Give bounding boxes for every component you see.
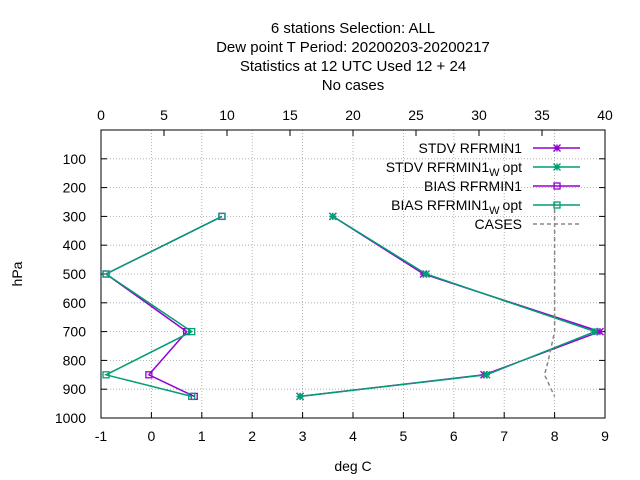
legend-swatch-marker	[553, 182, 561, 190]
legend-item: STDV RFRMIN1W opt	[386, 159, 580, 179]
y-tick-label: 200	[63, 180, 87, 196]
legend-suffix: opt	[503, 159, 523, 175]
data-point	[145, 371, 153, 379]
title-line-3: Statistics at 12 UTC Used 12 + 24	[240, 58, 466, 75]
x-tick-label: 2	[248, 428, 256, 444]
legend-subscript: W	[489, 167, 500, 179]
legend-label: STDV RFRMIN1W opt	[386, 159, 522, 179]
x-tick-label: 3	[299, 428, 307, 444]
legend-label: CASES	[475, 216, 522, 232]
y-tick-label: 1000	[55, 410, 86, 426]
data-point	[102, 270, 110, 278]
series-layer	[102, 202, 604, 401]
legend-label: STDV RFRMIN1	[419, 140, 523, 156]
legend-swatch-marker	[553, 144, 561, 152]
x-tick-label: 1	[198, 428, 206, 444]
x-tick-label: 9	[601, 428, 609, 444]
x2-tick-label: 10	[219, 107, 235, 123]
y-tick-label: 300	[63, 208, 87, 224]
data-point	[590, 327, 599, 336]
y-tick-label: 600	[63, 295, 87, 311]
x-tick-label: 8	[551, 428, 559, 444]
grid	[101, 130, 605, 418]
y-tick-label: 900	[63, 381, 87, 397]
legend-name: BIAS RFRMIN1	[424, 178, 522, 194]
legend-item: BIAS RFRMIN1	[424, 178, 580, 194]
legend-item: STDV RFRMIN1	[419, 140, 580, 156]
legend-item: BIAS RFRMIN1W opt	[391, 197, 580, 217]
legend-name: BIAS RFRMIN1	[391, 197, 489, 213]
title-line-1: 6 stations Selection: ALL	[271, 20, 435, 37]
x-tick-label: 4	[349, 428, 357, 444]
axis-ticks: -1 0 1 2 3 4 5 6 7 8 9 0 5 10 15 20 25 30 35 40 100 200 300 400…	[55, 107, 613, 444]
data-point	[218, 212, 226, 221]
data-point	[328, 212, 337, 221]
y-tick-label: 800	[63, 352, 87, 368]
series-3	[102, 212, 226, 401]
legend-name: STDV RFRMIN1	[386, 159, 490, 175]
data-point	[296, 392, 305, 401]
series-line	[299, 215, 598, 398]
data-point	[422, 270, 431, 278]
x-tick-label: 7	[500, 428, 508, 444]
legend-swatch-marker	[553, 201, 561, 209]
y-axis-label: hPa	[9, 261, 25, 286]
x-tick-label: 5	[400, 428, 408, 444]
legend-name: CASES	[475, 216, 522, 232]
series-4	[102, 212, 226, 401]
series-line	[299, 215, 603, 398]
title-line-4: No cases	[322, 77, 385, 94]
legend-label: BIAS RFRMIN1	[424, 178, 522, 194]
legend-suffix: opt	[503, 197, 523, 213]
series-5	[543, 202, 556, 397]
x-tick-label: 6	[450, 428, 458, 444]
title-line-2: Dew point T Period: 20200203-20200217	[216, 39, 490, 56]
chart-title: 6 stations Selection: ALL Dew point T Per…	[216, 20, 490, 94]
y-tick-label: 500	[63, 266, 87, 282]
x-tick-label: 0	[148, 428, 156, 444]
series-line	[103, 215, 223, 398]
legend-item: CASES	[475, 216, 580, 232]
data-point	[595, 327, 604, 336]
x2-tick-label: 35	[534, 107, 550, 123]
x2-tick-label: 25	[408, 107, 424, 123]
legend-name: STDV RFRMIN1	[419, 140, 523, 156]
y-tick-label: 100	[63, 151, 87, 167]
series-2	[296, 212, 599, 401]
legend-subscript: W	[489, 205, 500, 217]
data-point	[482, 370, 491, 379]
series-1	[296, 212, 604, 401]
data-point	[188, 327, 196, 336]
data-point	[102, 371, 110, 379]
legend-swatch-marker	[553, 163, 561, 171]
series-line	[543, 202, 556, 397]
y-tick-label: 700	[63, 324, 87, 340]
x-tick-label: -1	[95, 428, 108, 444]
x2-tick-label: 30	[471, 107, 487, 123]
x2-tick-label: 40	[597, 107, 613, 123]
x2-tick-label: 5	[160, 107, 168, 123]
x-axis-label: deg C	[334, 458, 371, 474]
y-tick-label: 400	[63, 237, 87, 253]
x2-tick-label: 15	[282, 107, 298, 123]
x2-tick-label: 0	[97, 107, 105, 123]
legend-label: BIAS RFRMIN1W opt	[391, 197, 522, 217]
series-line	[104, 215, 223, 398]
x2-tick-label: 20	[345, 107, 361, 123]
data-point	[188, 392, 196, 401]
